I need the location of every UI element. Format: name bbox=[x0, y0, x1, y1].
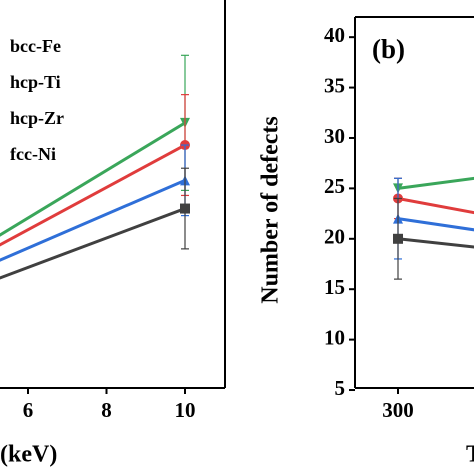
series-line bbox=[0, 178, 186, 262]
x-axis-label: (keV) bbox=[0, 442, 57, 468]
y-tick-label: 35 bbox=[324, 73, 345, 97]
x-tick-label: 8 bbox=[101, 398, 112, 422]
series-line bbox=[397, 196, 474, 215]
x-axis-label: T bbox=[466, 442, 474, 468]
y-tick-label: 20 bbox=[324, 225, 345, 249]
x-tick-label: 300 bbox=[382, 398, 414, 422]
series-line bbox=[397, 176, 474, 190]
legend-label: fcc-Ni bbox=[10, 144, 56, 164]
x-tick-label: 6 bbox=[23, 398, 34, 422]
series-line bbox=[0, 121, 186, 237]
series-line bbox=[0, 143, 186, 247]
y-tick-label: 10 bbox=[324, 325, 345, 349]
y-tick-label: 40 bbox=[324, 23, 345, 47]
y-tick-label: 15 bbox=[324, 275, 345, 299]
series-line bbox=[397, 237, 474, 249]
series-line bbox=[397, 217, 474, 232]
legend-label: bcc-Fe bbox=[10, 36, 61, 56]
x-tick-label: 10 bbox=[175, 398, 196, 422]
series-line bbox=[0, 207, 186, 280]
marker bbox=[180, 203, 190, 214]
plot-area bbox=[0, 54, 190, 280]
plot-area bbox=[393, 176, 474, 280]
y-tick-label: 25 bbox=[324, 174, 345, 198]
y-tick-label: 30 bbox=[324, 124, 345, 148]
panel-label: (b) bbox=[372, 34, 405, 64]
legend-label: hcp-Zr bbox=[10, 108, 64, 128]
legend-label: hcp-Ti bbox=[10, 72, 61, 92]
y-tick-label: 5 bbox=[335, 376, 346, 400]
marker bbox=[393, 233, 403, 244]
y-axis-label: Number of defects bbox=[258, 116, 284, 304]
